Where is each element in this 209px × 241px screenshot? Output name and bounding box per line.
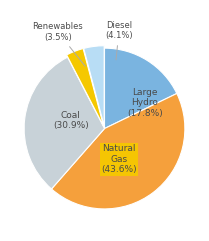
Wedge shape — [51, 94, 185, 209]
Text: Large
Hydro
(17.8%): Large Hydro (17.8%) — [127, 88, 163, 118]
Wedge shape — [104, 48, 177, 128]
Text: Diesel
(4.1%): Diesel (4.1%) — [105, 21, 133, 60]
Wedge shape — [84, 46, 104, 126]
Text: Natural
Gas
(43.6%): Natural Gas (43.6%) — [101, 144, 137, 174]
Text: Coal
(30.9%): Coal (30.9%) — [53, 111, 89, 130]
Text: Renewables
(3.5%): Renewables (3.5%) — [33, 22, 85, 66]
Wedge shape — [67, 49, 104, 126]
Wedge shape — [24, 57, 104, 189]
